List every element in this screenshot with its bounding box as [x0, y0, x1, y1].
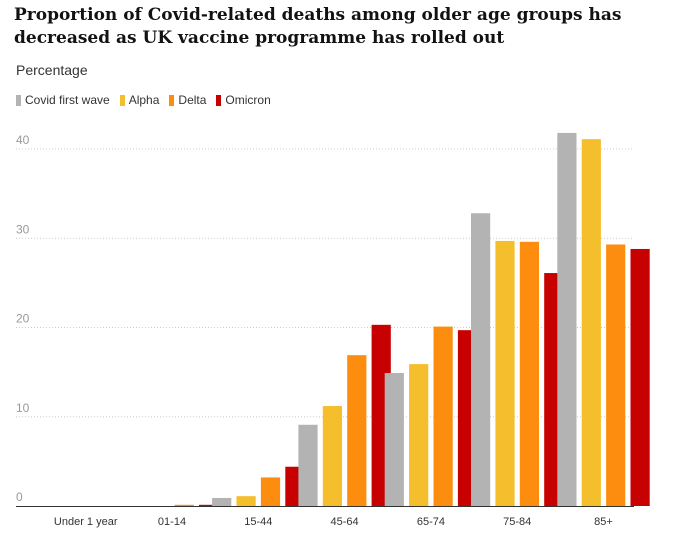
- legend: Covid first wave Alpha Delta Omicron: [16, 93, 271, 107]
- legend-label: Covid first wave: [25, 93, 110, 107]
- legend-swatch: [16, 94, 21, 106]
- bar: [409, 364, 429, 506]
- x-tick-label: 85+: [594, 516, 613, 528]
- y-tick-label: 0: [16, 490, 23, 504]
- legend-label: Delta: [178, 93, 207, 107]
- bar: [236, 496, 256, 506]
- bar: [433, 326, 453, 506]
- y-tick-label: 30: [16, 222, 30, 236]
- x-tick-label: 15-44: [244, 516, 272, 528]
- bar: [347, 355, 367, 506]
- bar: [298, 424, 318, 506]
- legend-swatch: [169, 94, 175, 106]
- bar: [630, 248, 650, 506]
- bar: [606, 244, 626, 506]
- x-tick-label: 45-64: [331, 516, 359, 528]
- bar: [557, 132, 577, 506]
- bar: [322, 406, 342, 506]
- chart-title: Proportion of Covid-related deaths among…: [14, 5, 622, 48]
- bar: [212, 497, 232, 506]
- legend-swatch: [216, 94, 222, 106]
- bar: [495, 240, 515, 507]
- x-tick-label: 01-14: [158, 516, 186, 528]
- bar: [384, 373, 404, 506]
- bar: [174, 504, 194, 506]
- bar: [471, 213, 491, 506]
- x-tick-label: 75-84: [503, 516, 531, 528]
- legend-item: Alpha: [119, 93, 160, 107]
- y-tick-label: 40: [16, 133, 30, 147]
- legend-label: Alpha: [128, 93, 160, 107]
- y-axis-label: Percentage: [16, 62, 88, 78]
- x-tick-label: 65-74: [417, 516, 445, 528]
- legend-item: Omicron: [216, 93, 271, 107]
- x-tick-label: Under 1 year: [54, 516, 118, 528]
- legend-swatch: [119, 94, 125, 106]
- y-tick-label: 20: [16, 312, 30, 326]
- legend-label: Omicron: [225, 93, 271, 107]
- bar: [519, 241, 539, 506]
- legend-item: Covid first wave: [16, 93, 110, 107]
- bar: [581, 139, 601, 506]
- bar: [260, 477, 281, 506]
- legend-item: Delta: [169, 93, 206, 107]
- y-tick-label: 10: [16, 401, 30, 415]
- bar: [199, 504, 219, 506]
